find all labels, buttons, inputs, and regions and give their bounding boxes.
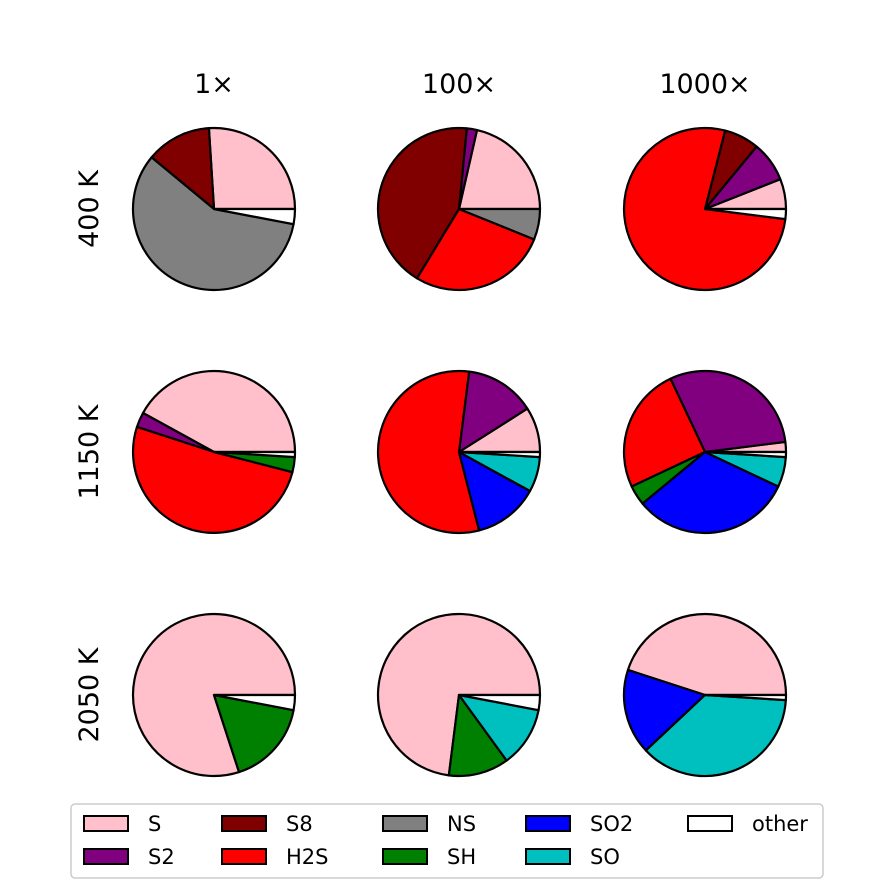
pie-2-2 — [622, 612, 788, 778]
pie-slice-sh — [447, 693, 508, 778]
pie-slice-s — [457, 128, 542, 211]
legend-item-other: other — [687, 812, 808, 836]
legend-swatch-other — [687, 815, 733, 832]
legend-swatch-so — [525, 848, 571, 865]
legend-items: S S2 S8 H2S NS SH SO2 SO other — [83, 812, 808, 869]
pie-slice-s8 — [376, 126, 468, 280]
row-labels: 400 K 1150 K 2050 K — [74, 169, 105, 743]
pie-slice-s2 — [457, 370, 529, 454]
legend-item-s: S — [83, 812, 161, 836]
legend-label-s8: S8 — [286, 812, 313, 836]
row-label-1150k: 1150 K — [74, 403, 105, 499]
pie-slice-s — [207, 126, 297, 211]
legend-label-so2: SO2 — [590, 812, 633, 836]
legend-label-ns: NS — [447, 812, 476, 836]
pie-slice-h2s — [131, 425, 294, 534]
pie-slice-s8 — [150, 127, 216, 211]
legend-label-so: SO — [590, 845, 620, 869]
pie-slice-other — [212, 693, 297, 712]
pie-slice-other — [457, 693, 542, 712]
pie-0-1 — [376, 126, 542, 292]
pie-slice-h2s — [622, 377, 707, 488]
column-label-100x: 100× — [422, 69, 496, 100]
pie-0-2 — [622, 126, 788, 292]
legend-label-sh: SH — [447, 845, 476, 869]
legend-item-s2: S2 — [83, 845, 175, 869]
pie-slice-other — [703, 207, 788, 221]
pie-slice-ns — [457, 207, 542, 241]
legend-item-so: SO — [525, 845, 620, 869]
pie-slice-h2s — [415, 207, 536, 292]
row-label-2050k: 2050 K — [74, 646, 105, 742]
legend-label-other: other — [752, 812, 808, 836]
pie-slice-so — [644, 693, 787, 778]
legend-swatch-ns — [382, 815, 428, 832]
legend-item-h2s: H2S — [221, 845, 328, 869]
pie-slice-so — [457, 693, 540, 762]
pie-slice-s — [141, 369, 297, 454]
row-label-400k: 400 K — [74, 169, 105, 248]
pie-1-0 — [131, 369, 297, 534]
pie-slice-ns — [131, 156, 295, 292]
legend-swatch-h2s — [221, 848, 267, 865]
legend-label-h2s: H2S — [286, 845, 328, 869]
pie-2-1 — [376, 612, 542, 778]
legend-label-s2: S2 — [148, 845, 175, 869]
pie-slice-other — [703, 450, 788, 459]
pie-slice-so2 — [641, 450, 780, 535]
legend-swatch-sh — [382, 848, 428, 865]
column-label-1000x: 1000× — [659, 69, 750, 100]
pie-1-1 — [376, 369, 542, 535]
pie-slice-other — [212, 207, 297, 226]
legend-swatch-so2 — [525, 815, 571, 832]
legend: S S2 S8 H2S NS SH SO2 SO other — [70, 803, 824, 879]
pie-slice-s2 — [669, 369, 787, 454]
pie-slice-sh — [212, 693, 295, 774]
pie-slice-so2 — [457, 450, 532, 532]
pie-slice-h2s — [376, 369, 481, 535]
legend-item-so2: SO2 — [525, 812, 633, 836]
pie-slice-other — [457, 450, 542, 459]
pie-slice-s — [626, 612, 788, 697]
legend-item-s8: S8 — [221, 812, 313, 836]
pie-slice-other — [703, 693, 788, 702]
legend-swatch-s — [83, 815, 129, 832]
legend-swatch-s2 — [83, 848, 129, 865]
pie-grid — [131, 126, 788, 778]
legend-item-ns: NS — [382, 812, 476, 836]
legend-label-s: S — [148, 812, 161, 836]
pie-slice-so2 — [622, 668, 707, 752]
column-labels: 1× 100× 1000× — [194, 69, 751, 100]
legend-swatch-s8 — [221, 815, 267, 832]
pie-slice-other — [212, 450, 297, 459]
pie-0-0 — [131, 126, 297, 292]
legend-item-sh: SH — [382, 845, 476, 869]
pie-1-2 — [622, 369, 788, 535]
pie-2-0 — [131, 612, 297, 778]
column-label-1x: 1× — [194, 69, 234, 100]
